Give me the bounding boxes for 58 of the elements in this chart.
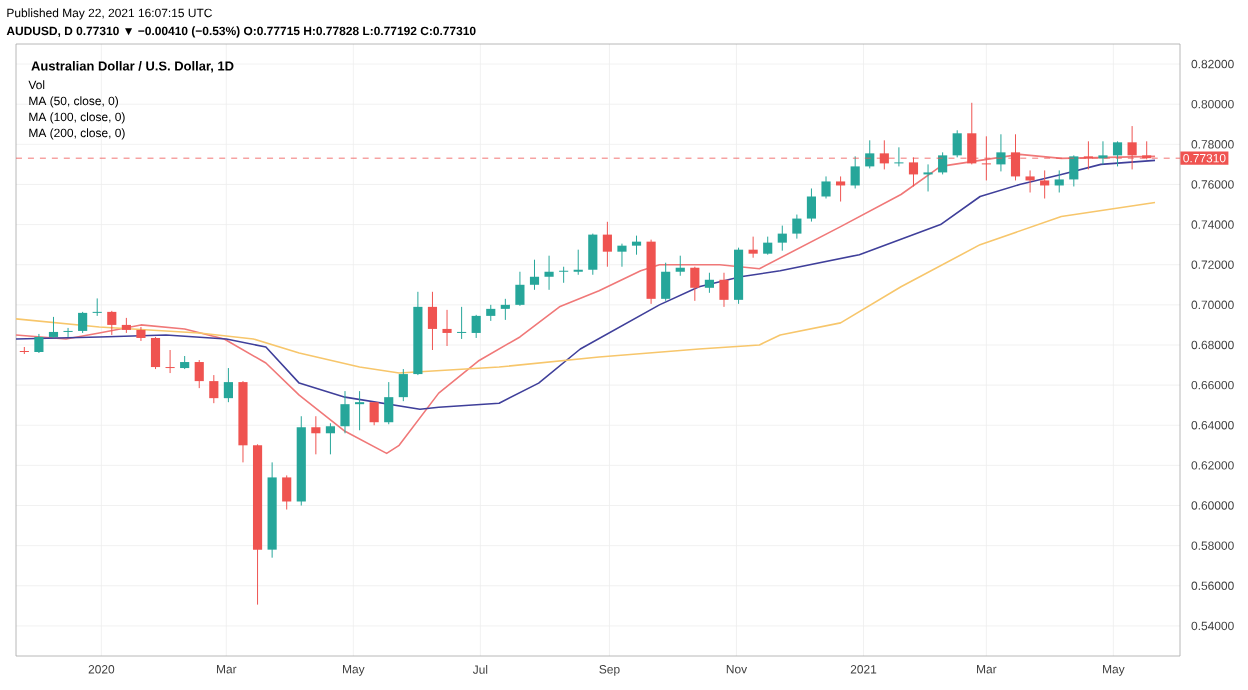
candlestick [282,474,292,511]
candlestick [836,175,846,203]
candlestick [704,272,714,294]
candlestick [471,314,481,339]
candlestick [1040,169,1050,199]
candlestick [1098,140,1108,165]
candlestick [92,297,102,317]
candlestick [865,139,875,169]
candlestick [1054,169,1064,193]
candlestick [325,422,336,455]
candlestick [996,133,1006,172]
candlestick [355,390,365,431]
candlestick [661,262,671,302]
candlestick [690,266,700,302]
candlestick [573,249,583,276]
line-series [15,153,1156,455]
candlestick [777,225,787,252]
candlestick [544,255,554,291]
candlestick [952,129,962,158]
candlestick [719,272,729,308]
candlestick [194,359,204,389]
candlestick [763,236,773,256]
candlestick [223,367,233,403]
candlestick [515,271,525,307]
candlestick [442,309,452,347]
candlestick [384,381,394,425]
candlestick [165,349,175,374]
candlestick [457,306,467,340]
candlestick [1069,154,1079,187]
candlestick [806,187,817,223]
candlestick [675,255,685,277]
candlestick [150,336,161,370]
candlestick [617,243,627,268]
candlestick [311,415,321,455]
candlestick [48,316,59,339]
candlestick [894,146,904,167]
candlestick [398,368,408,402]
candlestick [1025,169,1035,193]
candlestick [369,401,379,426]
candlestick [1112,140,1123,167]
candlestick [78,311,88,334]
candlestick [427,291,438,351]
candlestick [500,298,510,321]
candlestick [850,155,860,189]
candlestick [792,214,802,240]
candlestick [748,236,758,259]
candlestick [529,259,540,291]
candlestick [340,390,350,434]
candlestick [821,175,831,199]
candlestick [602,221,612,268]
candlestick [559,266,569,284]
candlestick [588,233,598,276]
candlestick [938,151,948,175]
candlestick [631,235,642,256]
candlestick [107,310,117,336]
candlestick [923,163,933,192]
candlestick [34,333,44,354]
candlestick [209,374,219,404]
